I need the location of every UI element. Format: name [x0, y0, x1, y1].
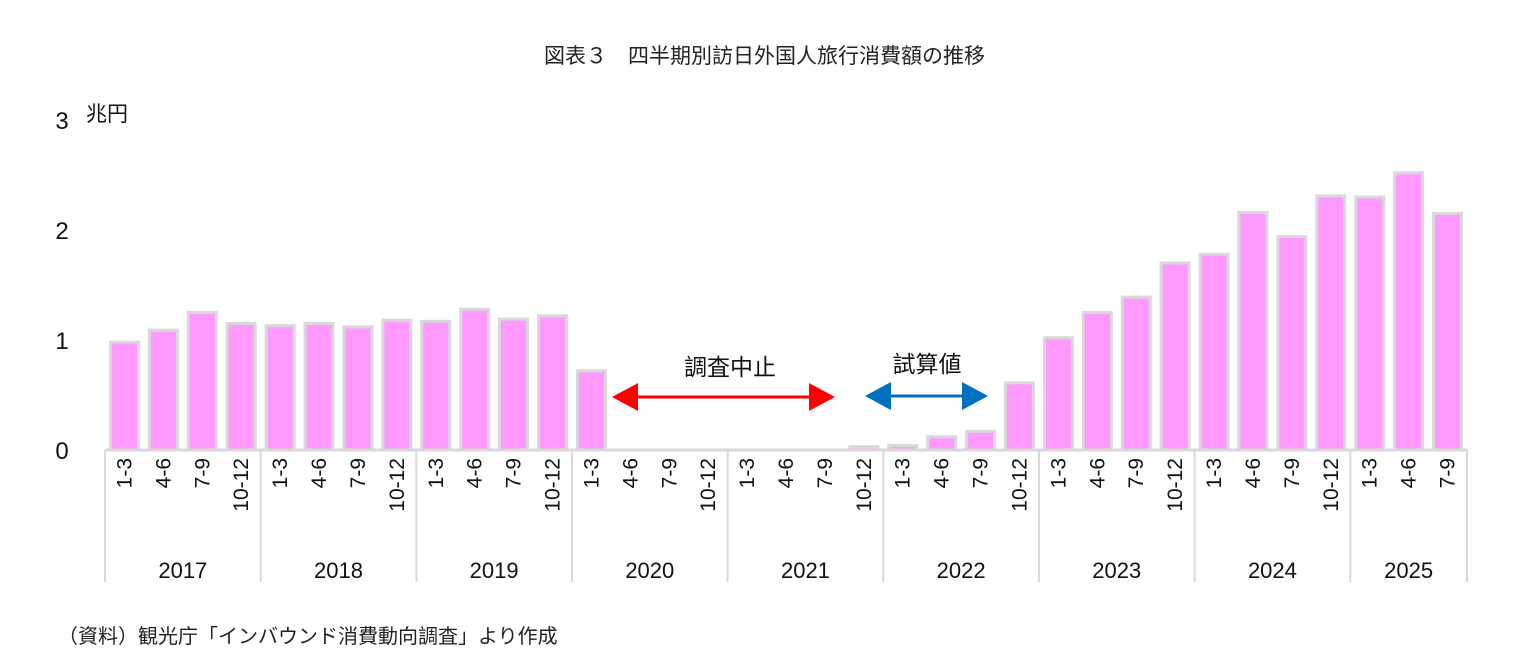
quarter-label: 7-9 [658, 458, 681, 488]
quarter-label: 4-6 [1242, 458, 1265, 488]
annotation-label: 調査中止 [684, 355, 776, 381]
quarter-label: 10-12 [853, 458, 876, 512]
year-label: 2019 [470, 558, 519, 583]
y-axis-unit: 兆円 [86, 102, 128, 126]
bar [342, 325, 374, 452]
arrow-head-right-icon [809, 383, 835, 411]
quarter-label: 7-9 [347, 458, 370, 488]
year-label: 2025 [1384, 558, 1433, 583]
bar [965, 429, 997, 452]
source-note: （資料）観光庁「インバウンド消費動向調査」より作成 [58, 624, 558, 648]
bar [926, 435, 958, 452]
bar [1198, 252, 1230, 452]
quarter-label: 10-12 [230, 458, 253, 512]
quarter-label: 1-3 [736, 458, 759, 488]
bar [1432, 212, 1464, 452]
quarter-label: 10-12 [386, 458, 409, 512]
bar [1081, 311, 1113, 452]
year-label: 2020 [625, 558, 674, 583]
quarter-label: 7-9 [503, 458, 526, 488]
bar [420, 319, 452, 452]
bar [225, 322, 257, 452]
quarter-label: 7-9 [191, 458, 214, 488]
quarter-label: 1-3 [1047, 458, 1070, 488]
quarter-label: 10-12 [1008, 458, 1031, 512]
quarter-label: 1-3 [892, 458, 915, 488]
year-label: 2022 [937, 558, 986, 583]
bar [147, 328, 179, 452]
arrow-head-left-icon [865, 382, 891, 410]
chart-title: 図表３ 四半期別訪日外国人旅行消費額の推移 [544, 44, 985, 68]
bar [186, 311, 218, 452]
quarter-label: 7-9 [1437, 458, 1460, 488]
bar [1003, 381, 1035, 452]
arrow-head-right-icon [962, 382, 988, 410]
bar [1237, 210, 1269, 452]
quarter-label: 10-12 [1320, 458, 1343, 512]
y-tick-label: 0 [55, 438, 68, 465]
bar [1315, 194, 1347, 452]
bar [459, 307, 491, 452]
bar [575, 369, 607, 452]
quarter-label: 1-3 [580, 458, 603, 488]
year-label: 2023 [1092, 558, 1141, 583]
quarter-label: 1-3 [113, 458, 136, 488]
bar [1120, 295, 1152, 452]
bar [498, 317, 530, 452]
quarter-label: 1-3 [269, 458, 292, 488]
quarter-label: 7-9 [1281, 458, 1304, 488]
quarter-label: 4-6 [152, 458, 175, 488]
bar [1159, 261, 1191, 452]
quarter-label: 10-12 [1164, 458, 1187, 512]
quarter-label: 4-6 [464, 458, 487, 488]
year-label: 2021 [781, 558, 830, 583]
quarter-label: 10-12 [542, 458, 565, 512]
bar [1276, 235, 1308, 452]
quarter-label: 1-3 [1203, 458, 1226, 488]
y-tick-label: 1 [55, 328, 68, 355]
bar [108, 340, 140, 452]
bar [1393, 171, 1425, 452]
quarter-label: 4-6 [308, 458, 331, 488]
bar [303, 322, 335, 452]
bar [264, 324, 296, 452]
bar [537, 314, 569, 452]
quarter-label: 10-12 [697, 458, 720, 512]
quarter-label: 7-9 [1125, 458, 1148, 488]
year-label: 2018 [314, 558, 363, 583]
quarter-label: 4-6 [1086, 458, 1109, 488]
quarter-label: 4-6 [931, 458, 954, 488]
quarter-label: 7-9 [814, 458, 837, 488]
year-label: 2017 [158, 558, 207, 583]
year-label: 2024 [1248, 558, 1297, 583]
annotation-label: 試算値 [893, 352, 962, 378]
quarter-label: 1-3 [425, 458, 448, 488]
quarter-label: 4-6 [775, 458, 798, 488]
quarter-label: 7-9 [970, 458, 993, 488]
y-tick-label: 2 [55, 218, 68, 245]
quarter-label: 4-6 [619, 458, 642, 488]
quarter-label: 4-6 [1398, 458, 1421, 488]
quarter-label: 1-3 [1359, 458, 1382, 488]
arrow-head-left-icon [612, 383, 638, 411]
bar [1042, 336, 1074, 452]
bar [381, 318, 413, 452]
bar [1354, 195, 1386, 452]
y-tick-label: 3 [55, 108, 68, 135]
